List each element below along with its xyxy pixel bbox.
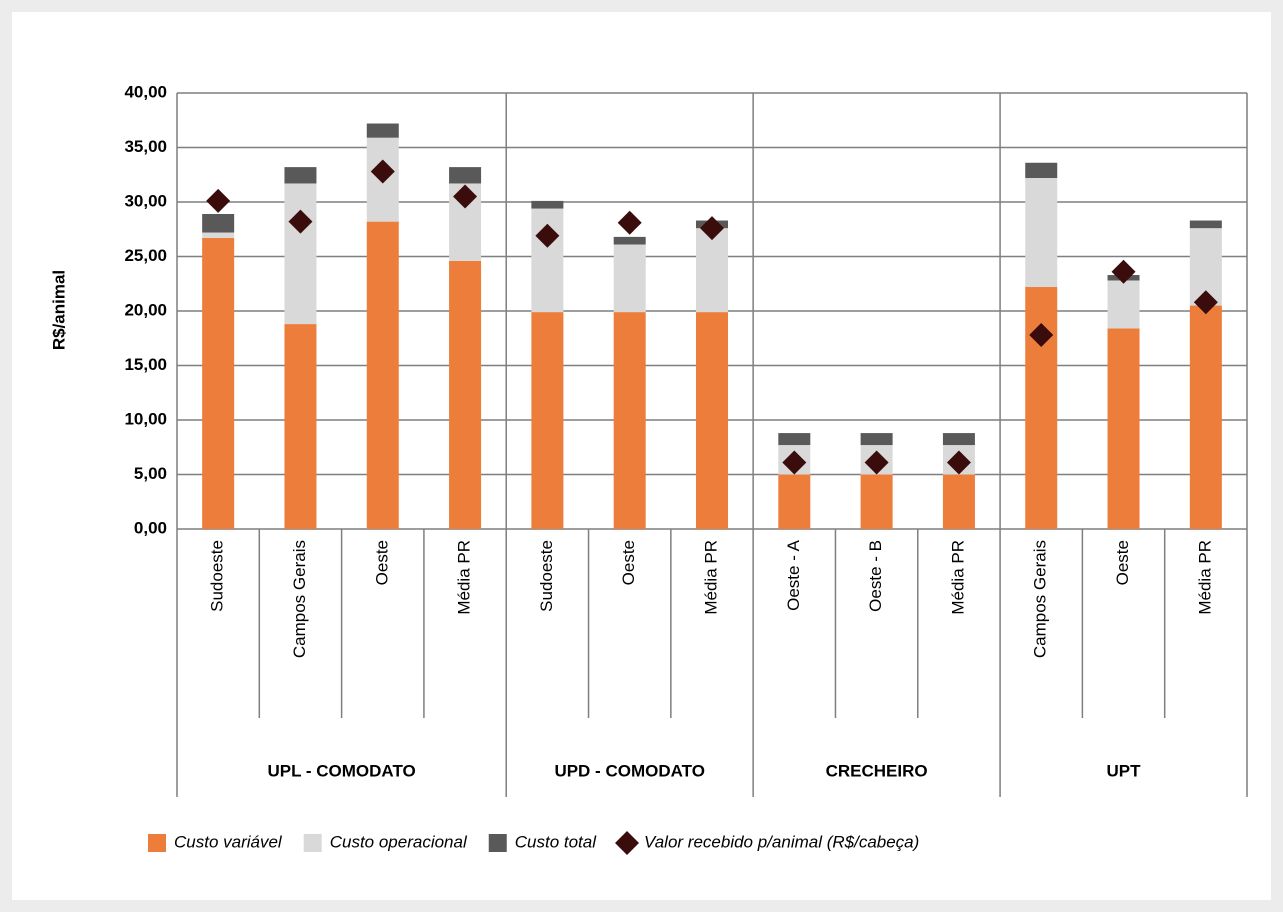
bar-segment	[778, 433, 811, 446]
bar-segment	[449, 260, 482, 529]
bar-segment	[1107, 328, 1140, 529]
y-tick-label: 20,00	[124, 300, 167, 319]
marker	[1029, 322, 1054, 347]
marker	[1111, 259, 1136, 284]
legend-swatch	[148, 834, 166, 852]
y-tick-label: 15,00	[124, 355, 167, 374]
y-tick-label: 40,00	[124, 82, 167, 101]
bar-segment	[613, 312, 646, 529]
y-tick-label: 0,00	[134, 518, 167, 537]
x-tick-label: Campos Gerais	[290, 540, 309, 658]
bar-segment	[366, 221, 399, 529]
marker	[1193, 290, 1218, 315]
bar-segment	[613, 244, 646, 313]
group-label: UPL - COMODATO	[267, 761, 415, 780]
bar-segment	[1025, 178, 1058, 288]
marker	[453, 184, 478, 209]
bar-segment	[613, 236, 646, 245]
x-tick-label: Média PR	[1195, 540, 1214, 615]
bar-segment	[860, 433, 893, 446]
bar-segment	[1107, 280, 1140, 329]
group-label: UPT	[1107, 761, 1142, 780]
bar-segment	[531, 200, 564, 209]
legend-marker	[615, 831, 640, 855]
x-tick-label: Sudoeste	[537, 540, 556, 612]
group-label: UPD - COMODATO	[554, 761, 704, 780]
y-tick-label: 10,00	[124, 409, 167, 428]
bar-segment	[1189, 220, 1222, 229]
x-tick-label: Oeste	[372, 540, 391, 585]
marker	[946, 450, 971, 475]
marker	[288, 209, 313, 234]
bar-segment	[202, 237, 235, 529]
bar-segment	[1025, 162, 1058, 179]
x-tick-label: Média PR	[455, 540, 474, 615]
bar-segment	[1189, 305, 1222, 529]
bar-segment	[366, 123, 399, 138]
y-tick-label: 25,00	[124, 246, 167, 265]
y-axis-label: R$/animal	[49, 270, 68, 350]
x-tick-label: Campos Gerais	[1031, 540, 1050, 658]
bar-segment	[531, 312, 564, 529]
marker	[864, 450, 889, 475]
marker	[782, 450, 807, 475]
y-tick-label: 30,00	[124, 191, 167, 210]
marker	[700, 216, 724, 241]
bar-segment	[449, 167, 482, 184]
legend-label: Custo variável	[174, 832, 283, 851]
legend-swatch	[303, 834, 322, 852]
group-label: CRECHEIRO	[826, 761, 928, 780]
legend-label: Custo operacional	[330, 832, 468, 851]
x-tick-label: Oeste - B	[866, 540, 885, 612]
marker	[617, 210, 642, 235]
x-tick-label: Oeste	[619, 540, 638, 585]
bar-segment	[202, 232, 235, 238]
bar-segment	[284, 167, 317, 184]
bar-segment	[942, 433, 975, 446]
y-tick-label: 35,00	[124, 137, 167, 156]
y-tick-label: 5,00	[134, 464, 167, 483]
bar-segment	[696, 312, 728, 529]
bar-segment	[696, 228, 728, 313]
legend-label: Valor recebido p/animal (R$/cabeça)	[644, 832, 919, 851]
legend-swatch	[488, 834, 507, 852]
bar-segment	[202, 213, 235, 233]
bar-segment	[778, 474, 811, 529]
marker	[535, 223, 560, 248]
bar-segment	[942, 474, 975, 529]
legend-label: Custo total	[515, 832, 597, 851]
bar-segment	[860, 474, 893, 529]
marker	[370, 159, 395, 184]
bar-segment	[284, 324, 317, 529]
marker	[206, 188, 231, 213]
x-tick-label: Média PR	[948, 540, 967, 615]
x-tick-label: Oeste - A	[784, 539, 803, 611]
x-tick-label: Sudoeste	[208, 540, 227, 612]
x-tick-label: Oeste	[1113, 540, 1132, 585]
bar-segment	[284, 183, 317, 325]
x-tick-label: Média PR	[701, 540, 720, 615]
